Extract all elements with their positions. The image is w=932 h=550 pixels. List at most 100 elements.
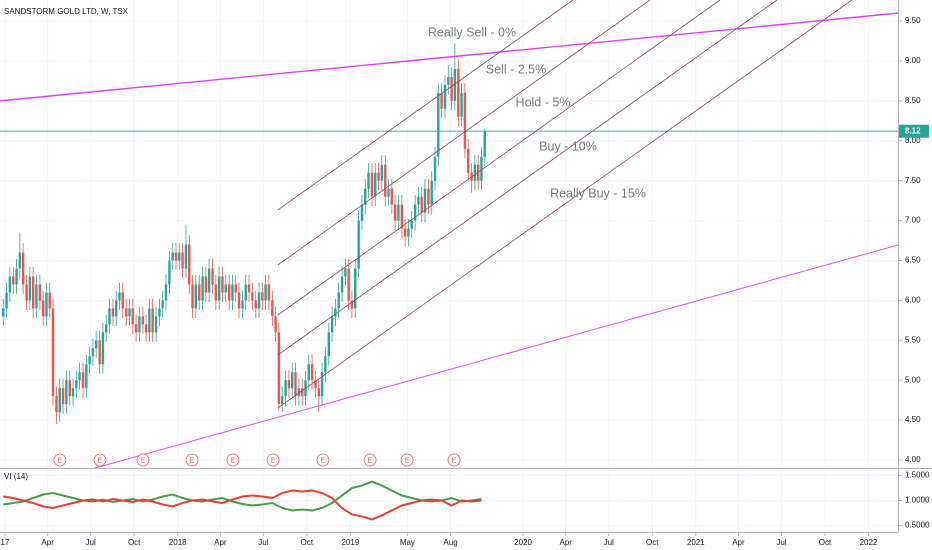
candle-body [433, 156, 437, 181]
candle-body [357, 220, 360, 269]
candle-body [184, 244, 188, 269]
candle-body [207, 268, 211, 293]
candle-body [21, 252, 25, 285]
earnings-marker [316, 453, 330, 467]
x-tick-label: 2019 [341, 538, 359, 547]
x-tick-label: Apr [732, 538, 745, 547]
candle-body [400, 204, 404, 229]
last-price-box [899, 124, 929, 138]
candle-body [251, 292, 254, 301]
candle-body [144, 324, 148, 333]
candle-body [284, 380, 287, 397]
candle-body [330, 316, 334, 333]
annotation: Really Buy - 15% [550, 186, 646, 200]
candle-body [191, 284, 194, 309]
candle-body [334, 308, 337, 317]
x-tick-label: 2018 [169, 538, 187, 547]
candle-body [12, 276, 15, 285]
candle-body [128, 308, 131, 317]
candle-body [85, 364, 88, 389]
candle-body [131, 308, 135, 325]
x-tick-label: Jul [258, 538, 268, 547]
earnings-marker [447, 453, 461, 467]
x-tick-label: 17 [1, 538, 10, 547]
candle-body [58, 388, 61, 413]
candle-body [134, 324, 138, 333]
earnings-marker [136, 453, 150, 467]
candle-body [410, 220, 413, 229]
x-tick-label: 2022 [860, 538, 878, 547]
candle-body [310, 364, 314, 381]
candle-body [297, 388, 301, 397]
candle-body [211, 268, 214, 285]
candle-body [320, 372, 324, 397]
candle-body [8, 276, 12, 293]
earnings-label: E [405, 457, 410, 464]
x-tick-label: Oct [819, 538, 832, 547]
candle-body [61, 388, 65, 405]
candle-body [267, 284, 271, 301]
candle-body [427, 188, 430, 205]
candle-body [121, 292, 124, 309]
candle-body [214, 284, 218, 301]
candle-body [68, 380, 71, 397]
candle-body [164, 284, 168, 301]
candle-body [460, 92, 463, 117]
earnings-label: E [231, 457, 236, 464]
candle-body [350, 300, 354, 309]
x-tick-label: Oct [128, 538, 141, 547]
candle-body [35, 284, 38, 309]
candle-body [181, 252, 184, 269]
candle-body [417, 196, 420, 205]
candle-body [234, 284, 237, 293]
candle-body [271, 300, 274, 317]
candle-body [45, 292, 48, 317]
earnings-marker [266, 453, 280, 467]
candle-body [2, 308, 5, 317]
candle-body [168, 260, 171, 285]
candle-body [370, 172, 374, 197]
x-tick-label: Jul [86, 538, 96, 547]
price-pane: Really Sell - 0% Sell - 2.5% Hold - 5% Buy … [0, 0, 898, 468]
candle-body [221, 276, 224, 293]
x-tick-label: Oct [646, 538, 659, 547]
candle-body [31, 276, 35, 309]
earnings-marker [400, 453, 414, 467]
x-tick-label: Aug [443, 538, 457, 547]
candle-body [91, 348, 95, 357]
y-tick-label: 9.50 [905, 16, 921, 25]
candle-body [377, 172, 380, 181]
earnings-marker [93, 453, 107, 467]
candle-body [324, 356, 327, 373]
y-tick-label: 6.50 [905, 256, 921, 265]
candle-body [5, 292, 8, 309]
candle-body [75, 380, 78, 389]
candle-body [65, 380, 68, 405]
y-tick-label: 9.00 [905, 56, 921, 65]
candle-body [254, 300, 257, 309]
x-tick-label: Apr [214, 538, 227, 547]
candle-body [108, 308, 111, 325]
earnings-marker [53, 453, 67, 467]
indicator-line [3, 489, 482, 521]
candle-body [257, 292, 261, 309]
indicator-pane [3, 480, 482, 521]
candle-body [480, 156, 483, 181]
trend-line [277, 0, 574, 211]
x-tick-label: Apr [41, 538, 54, 547]
candle-body [247, 284, 251, 293]
candle-body [440, 92, 443, 109]
candle-body [347, 268, 350, 301]
candle-body [294, 372, 297, 397]
candle-body [148, 308, 151, 333]
candle-body [115, 300, 118, 317]
candle-body [28, 276, 32, 301]
candle-body [274, 316, 277, 333]
earnings-marker [226, 453, 240, 467]
candle-body [18, 252, 22, 269]
candle-body [244, 284, 247, 301]
candle-body [450, 76, 453, 101]
candle-body [51, 308, 55, 397]
earnings-marker [363, 453, 377, 467]
